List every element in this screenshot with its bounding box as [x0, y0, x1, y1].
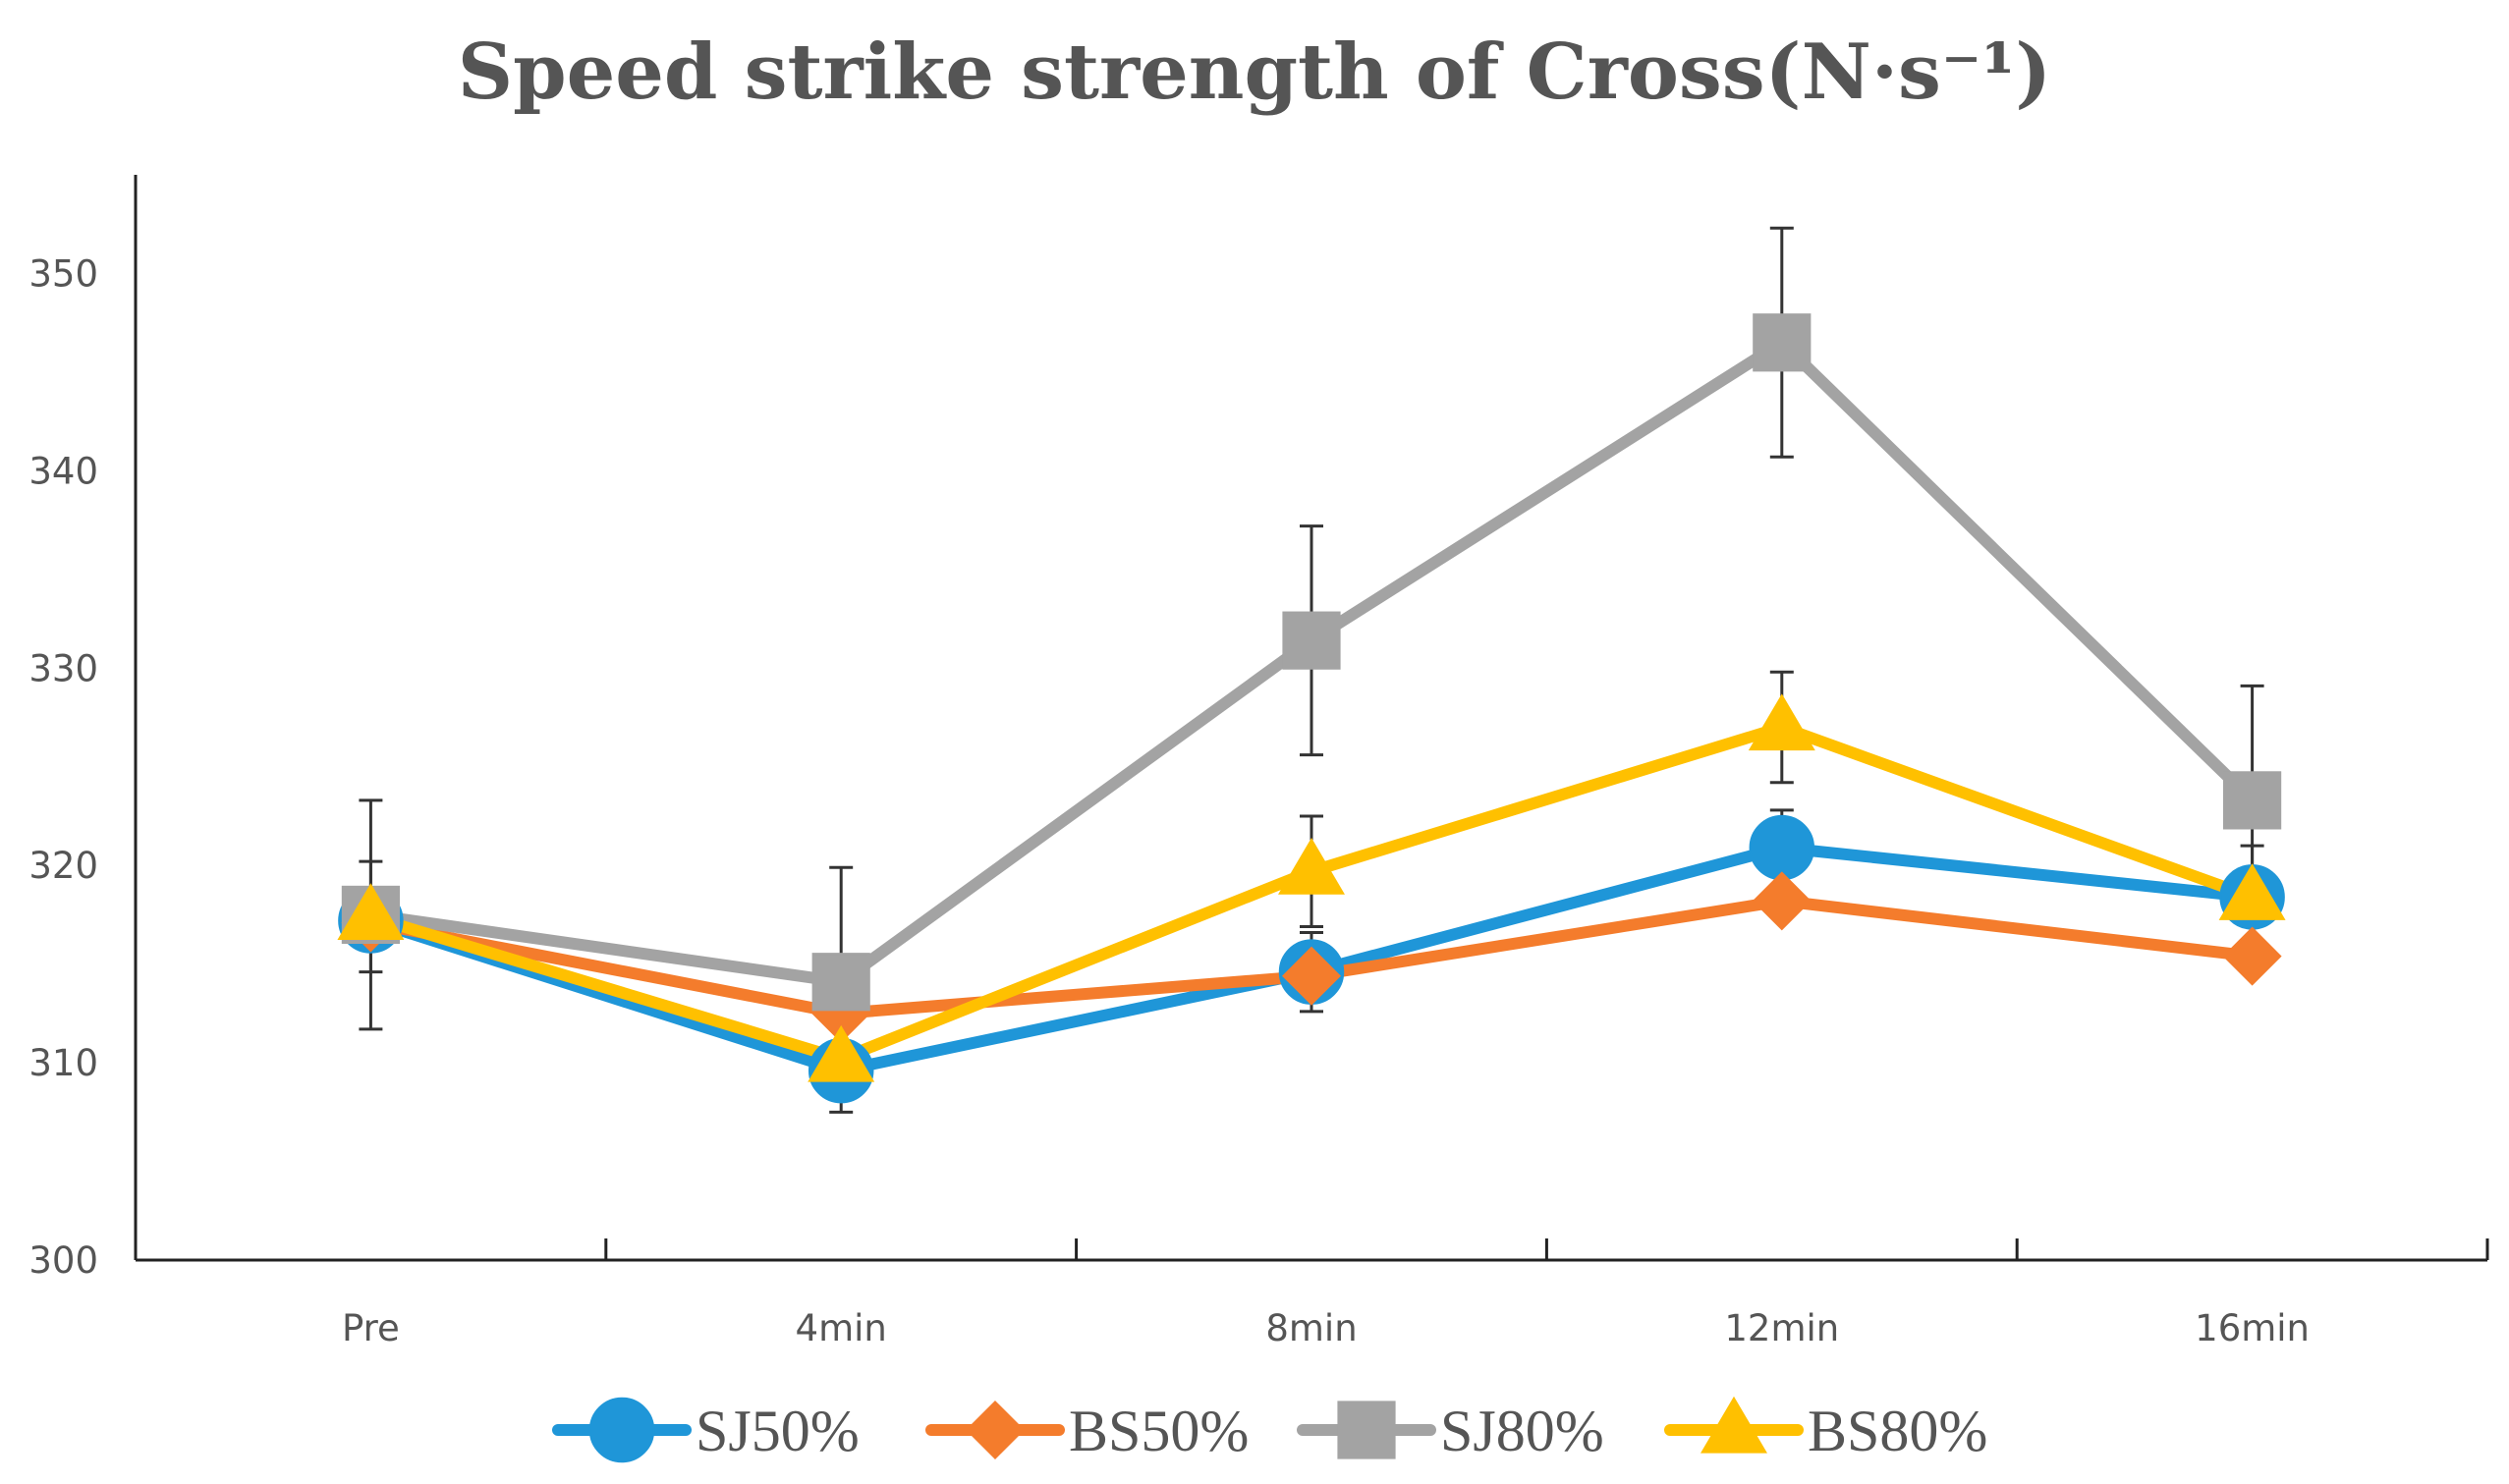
y-tick-label: 320 [28, 845, 98, 887]
data-point-sj80pct [1753, 313, 1812, 372]
data-point-bs50pct [1281, 946, 1342, 1006]
x-tick-label: 4min [796, 1307, 887, 1349]
axes: 300 310 320 330 340 350 Pre 4min 8min 12min 16min [28, 175, 2489, 1349]
x-tick-label: 16min [2195, 1307, 2310, 1349]
data-point-sj50pct [1749, 814, 1815, 881]
y-tick-label: 300 [28, 1239, 98, 1282]
data-point-sj80pct [1282, 611, 1341, 670]
data-point-bs50pct [2222, 926, 2282, 986]
x-tick-label: 12min [1724, 1307, 1839, 1349]
data-point-bs80pct [337, 883, 405, 940]
data-point-sj80pct [811, 953, 870, 1012]
series-markers [337, 313, 2286, 1104]
legend-marker [965, 1400, 1026, 1460]
data-point-sj80pct [2223, 771, 2282, 830]
legend-label: SJ50% [696, 1399, 860, 1463]
x-tick-label: Pre [342, 1307, 400, 1349]
y-tick-label: 330 [28, 647, 98, 689]
data-point-bs50pct [1752, 871, 1812, 931]
legend-marker [1701, 1396, 1767, 1454]
y-tick-label: 340 [28, 450, 98, 492]
data-point-bs80pct [1748, 693, 1815, 751]
legend-marker [1337, 1401, 1396, 1459]
legend-label: BS80% [1808, 1399, 1987, 1463]
legend-label: SJ80% [1440, 1399, 1604, 1463]
y-tick-label: 310 [28, 1042, 98, 1084]
x-tick-label: 8min [1265, 1307, 1357, 1349]
legend: SJ50% BS50% SJ80% BS80% [552, 1396, 1987, 1463]
chart-title: Speed strike strength of Cross(N·s⁻¹) [458, 27, 2051, 117]
legend-marker [588, 1397, 655, 1463]
y-tick-label: 350 [28, 252, 98, 295]
data-point-bs80pct [2218, 863, 2286, 920]
legend-label: BS50% [1069, 1399, 1249, 1463]
data-point-bs80pct [808, 1024, 875, 1082]
data-point-bs80pct [1278, 837, 1345, 895]
